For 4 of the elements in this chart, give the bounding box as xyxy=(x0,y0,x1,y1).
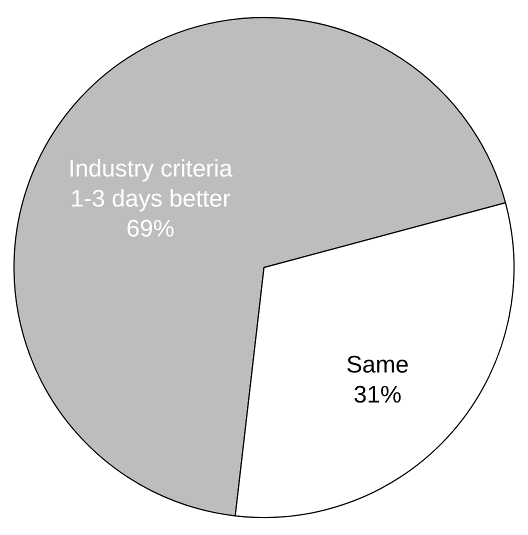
data-label: 69% xyxy=(126,215,174,242)
slice-label: Same xyxy=(346,352,409,379)
slice-label: Industry criteria 1-3 days better xyxy=(68,155,234,212)
data-label: 31% xyxy=(354,382,402,409)
